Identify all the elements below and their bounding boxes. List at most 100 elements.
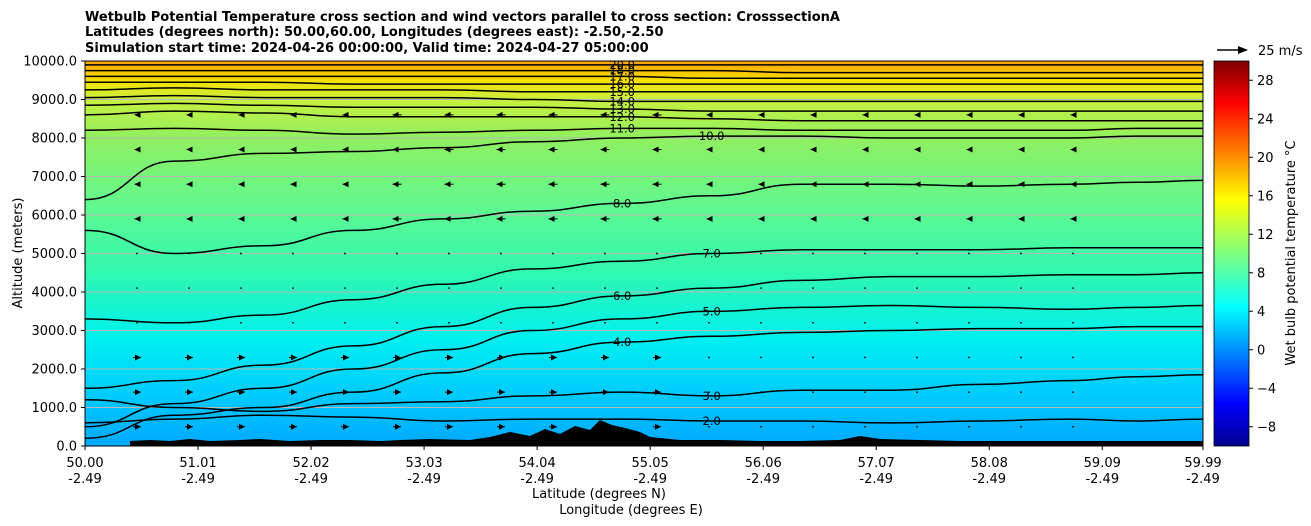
wind-vector-dot (500, 321, 502, 324)
x-tick-label-longitude: -2.49 (407, 472, 441, 487)
wind-vector-dot (292, 321, 294, 324)
colorbar-tick-label: 20 (1257, 151, 1274, 166)
wind-vector-dot (760, 252, 762, 255)
wind-key: 25 m/s (1217, 44, 1303, 59)
y-tick-label: 6000.0 (32, 209, 78, 224)
contour-line (85, 304, 1203, 428)
wind-vector-dot (292, 252, 294, 255)
x-tick-label-latitude: 55.05 (632, 456, 669, 471)
wind-vector-dot (708, 391, 710, 393)
y-tick-label: 4000.0 (32, 286, 78, 301)
wind-vector-dot (864, 252, 866, 255)
wind-vector-dot (240, 252, 242, 255)
x-tick-label-latitude: 50.00 (66, 456, 103, 471)
wind-vector-dot (708, 321, 710, 324)
wind-vector-dot (864, 356, 866, 359)
contour-line (85, 87, 1203, 93)
x-tick-label-latitude: 54.04 (519, 456, 556, 471)
colorbar-tick-label: 4 (1257, 305, 1265, 320)
x-tick-label-latitude: 57.07 (858, 456, 895, 471)
x-tick-label-longitude: -2.49 (746, 472, 780, 487)
wind-vector-dot (240, 321, 242, 324)
colorbar-tick-label: 12 (1257, 228, 1274, 243)
x-tick-label-latitude: 59.99 (1184, 456, 1221, 471)
contour-label: 13.0 (609, 102, 635, 116)
x-axis-label-latitude: Latitude (degrees N) (532, 487, 666, 502)
wind-vector-dot (760, 287, 762, 290)
colorbar-scale (1213, 60, 1250, 447)
x-tick-label-latitude: 51.01 (179, 456, 216, 471)
wind-vector-dot (656, 287, 658, 290)
wind-vector-dot (448, 321, 450, 324)
wind-vector-dot (136, 287, 138, 290)
wind-vector-dot (760, 425, 762, 428)
colorbar-tick-label: 0 (1257, 343, 1265, 358)
wind-vector-dot (604, 287, 606, 290)
contour-label: 7.0 (703, 247, 721, 261)
wind-vector-dot (604, 252, 606, 255)
contour-label: 17.0 (609, 69, 635, 83)
wind-vector-dot (448, 287, 450, 290)
colorbar-label: Wet bulb potential temperature °C (1284, 140, 1299, 365)
wind-vector-dot (1020, 391, 1022, 393)
x-axis-label-longitude: Longitude (degrees E) (559, 503, 703, 518)
wind-vector-dot (916, 287, 918, 290)
title-line-1: Wetbulb Potential Temperature cross sect… (85, 10, 840, 25)
y-tick-label: 10000.0 (23, 55, 77, 70)
y-tick-label: 9000.0 (32, 93, 78, 108)
wind-vector-dot (864, 321, 866, 324)
wind-vector-dot (1020, 425, 1022, 428)
x-tick-label-latitude: 59.09 (1084, 456, 1121, 471)
contour-label: 5.0 (703, 304, 721, 318)
contour-line (85, 272, 1203, 390)
wind-vector-dot (916, 356, 918, 359)
colorbar: −8 −4 0 4 8 12 16 20 24 28 Wet bulb potential tem… (1213, 60, 1299, 447)
wind-vector-dot (292, 287, 294, 290)
wind-vector-dot (968, 321, 970, 324)
x-tick-label-longitude: -2.49 (68, 472, 102, 487)
x-tick-label-longitude: -2.49 (520, 472, 554, 487)
wind-vector-dot (552, 321, 554, 324)
x-tick-label-latitude: 56.06 (745, 456, 782, 471)
wind-vector-dot (760, 321, 762, 324)
colorbar-ticks: −8 −4 0 4 8 12 16 20 24 28 (1249, 74, 1276, 435)
wind-vector-dot (500, 287, 502, 290)
wind-vector-dot (1072, 391, 1074, 393)
x-tick-label-longitude: -2.49 (294, 472, 328, 487)
contour-line (85, 69, 1203, 74)
wind-vector-dot (344, 252, 346, 255)
colorbar-tick-label: −8 (1257, 420, 1276, 435)
wind-key-label: 25 m/s (1258, 44, 1303, 59)
contour-label: 15.0 (609, 85, 635, 99)
contour-label: 8.0 (613, 196, 631, 210)
contour-line (85, 325, 1203, 440)
wind-vector-dot (344, 321, 346, 324)
wind-vector-dot (916, 321, 918, 324)
wind-vector-dot (812, 321, 814, 324)
wind-vector-dot (396, 287, 398, 290)
wind-vector-dot (1020, 321, 1022, 324)
contour-line (85, 246, 1203, 324)
colorbar-tick-label: −4 (1257, 382, 1276, 397)
wind-vector-dot (812, 356, 814, 359)
x-tick-label-latitude: 52.02 (292, 456, 329, 471)
x-tick-label-longitude: -2.49 (1085, 472, 1119, 487)
contour-label: 11.0 (609, 121, 635, 135)
wind-vector-dot (604, 321, 606, 324)
wind-vector-dot (136, 252, 138, 255)
y-tick-label: 2000.0 (32, 363, 78, 378)
wind-vector-dot (864, 425, 866, 428)
wind-vector-dot (396, 321, 398, 324)
wind-vector-dot (1020, 252, 1022, 255)
wind-vector-dot (552, 252, 554, 255)
contour-label: 3.0 (703, 389, 721, 403)
wind-vector-dot (240, 287, 242, 290)
wind-vector-dot (344, 287, 346, 290)
x-tick-label-latitude: 53.03 (405, 456, 442, 471)
wind-vector-dot (1072, 321, 1074, 324)
wind-vector-dot (500, 252, 502, 255)
wind-vector-dot (968, 425, 970, 428)
wind-vector-dot (1020, 287, 1022, 290)
colorbar-tick-label: 28 (1257, 74, 1274, 89)
contour-label: 6.0 (613, 289, 631, 303)
